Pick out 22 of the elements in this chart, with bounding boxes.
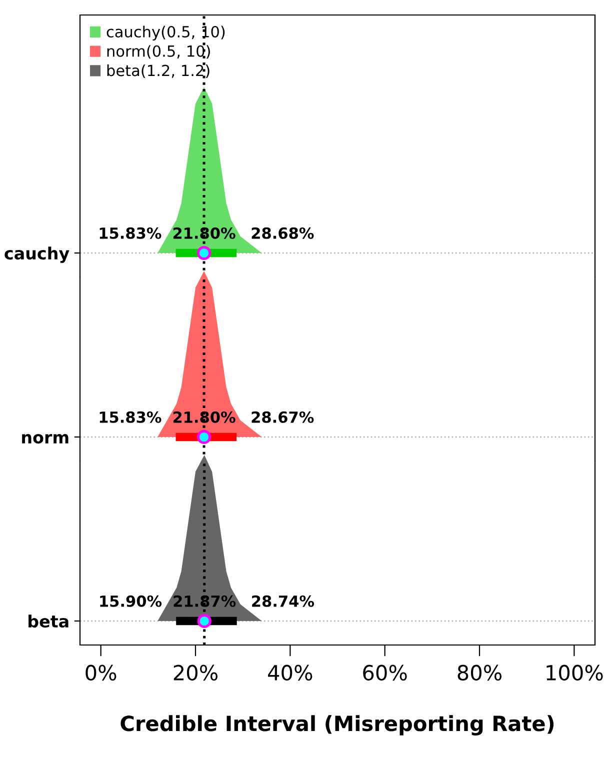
legend-label: cauchy(0.5, 10) [106, 26, 225, 40]
annotation: 28.67% [252, 411, 314, 423]
annotation: 28.74% [252, 595, 314, 607]
x-axis-title: Credible Interval (Misreporting Rate) [120, 715, 554, 736]
annotation: 15.83% [100, 411, 162, 423]
x-tick-label: 100% [546, 664, 603, 681]
annotation: 21.80% [173, 227, 236, 239]
annotation: 21.87% [174, 595, 236, 607]
x-tick-label: 60% [363, 664, 407, 681]
x-tick-label: 40% [268, 664, 312, 681]
x-tick-label: 0% [86, 664, 116, 681]
annotation: 15.90% [100, 595, 162, 607]
annotation: 15.83% [100, 227, 162, 239]
legend-label: beta(1.2, 1.2) [107, 64, 210, 78]
y-axis-title: cauchy [4, 246, 70, 263]
legend-label: norm(0.5, 10) [107, 45, 210, 59]
annotation: 21.80% [173, 411, 236, 423]
x-tick-label: 20% [174, 664, 218, 681]
y-axis-title: norm [22, 434, 68, 444]
x-tick-label: 80% [458, 664, 502, 681]
y-axis-title: beta [28, 614, 68, 628]
annotation: 28.68% [252, 227, 314, 239]
